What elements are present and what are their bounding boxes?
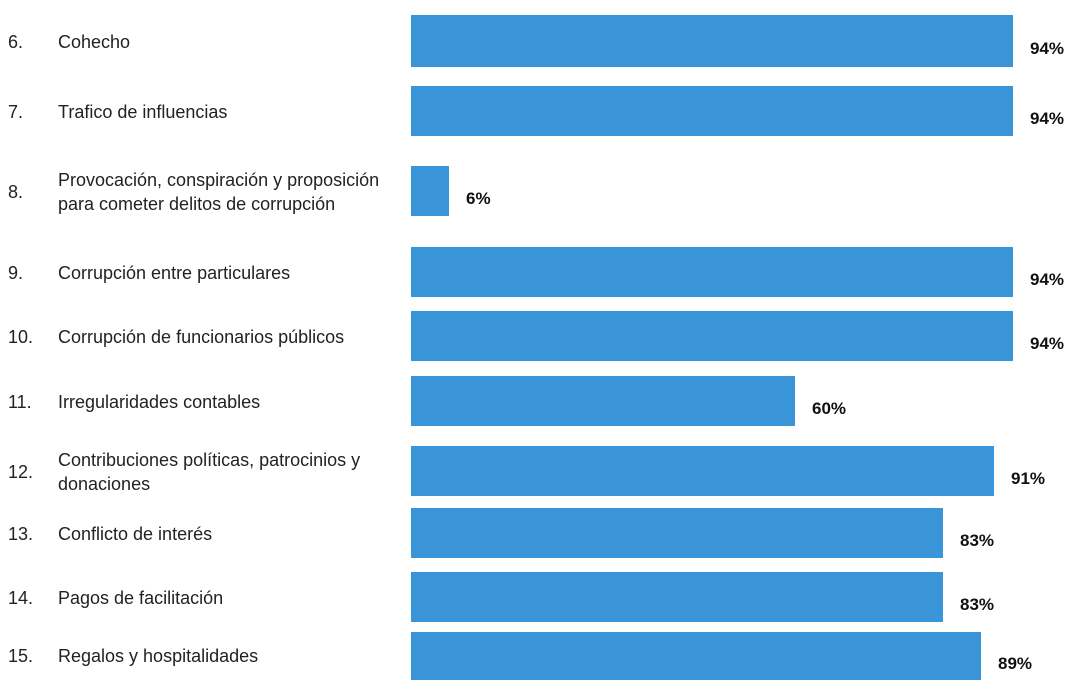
value-label: 94%: [1030, 39, 1065, 58]
bar: [411, 632, 981, 680]
value-label: 83%: [960, 595, 995, 614]
bar-row: 9. Corrupción entre particulares 94%: [0, 247, 1070, 298]
category-label: Provocación, conspiración y proposición …: [58, 170, 380, 214]
category-label: Contribuciones políticas, patrocinios y …: [58, 450, 361, 494]
category-number: 15.: [8, 646, 34, 666]
value-label: 91%: [1011, 469, 1046, 488]
category-label: Regalos y hospitalidades: [58, 646, 259, 666]
category-number: 6.: [8, 31, 24, 52]
category-label: Conflicto de interés: [58, 524, 213, 544]
bar: [411, 86, 1013, 136]
category-number: 11.: [8, 391, 32, 412]
bar: [411, 572, 943, 622]
category-number: 13.: [8, 523, 34, 544]
bar-row: 11. Irregularidades contables 60%: [0, 376, 1070, 427]
value-label: 60%: [812, 399, 847, 418]
bar: [411, 446, 994, 496]
value-label: 83%: [960, 531, 995, 550]
value-label: 94%: [1030, 334, 1065, 353]
category-number: 12.: [8, 461, 34, 482]
category-number: 10.: [8, 326, 34, 347]
category-number: 14.: [8, 587, 34, 608]
category-number: 9.: [8, 262, 24, 283]
bar: [411, 247, 1013, 297]
bar-row: 6. Cohecho 94%: [0, 15, 1070, 68]
category-label: Corrupción de funcionarios públicos: [58, 327, 345, 347]
category-label: Pagos de facilitación: [58, 588, 224, 608]
bar-row: 8. Provocación, conspiración y proposició…: [0, 166, 1070, 217]
value-label: 89%: [998, 654, 1033, 673]
value-label: 94%: [1030, 270, 1065, 289]
bar: [411, 508, 943, 558]
bar: [411, 376, 795, 426]
value-label: 6%: [466, 189, 491, 208]
bar: [411, 166, 449, 216]
category-number: 7.: [8, 101, 24, 122]
category-number: 8.: [8, 181, 24, 202]
bar-row: 10. Corrupción de funcionarios públicos 94…: [0, 311, 1070, 362]
category-label: Corrupción entre particulares: [58, 263, 291, 283]
bar-row: 13. Conflicto de interés 83%: [0, 508, 1070, 559]
category-label: Cohecho: [58, 32, 131, 52]
bar-row: 14. Pagos de facilitación 83%: [0, 572, 1070, 623]
category-label: Trafico de influencias: [58, 102, 228, 122]
value-label: 94%: [1030, 109, 1065, 128]
bar-row: 12. Contribuciones políticas, patrocinios…: [0, 446, 1070, 497]
category-label: Irregularidades contables: [58, 392, 261, 412]
bar: [411, 311, 1013, 361]
bar: [411, 15, 1013, 67]
bar-row: 15. Regalos y hospitalidades 89%: [0, 632, 1070, 680]
bar-row: 7. Trafico de influencias 94%: [0, 86, 1070, 137]
